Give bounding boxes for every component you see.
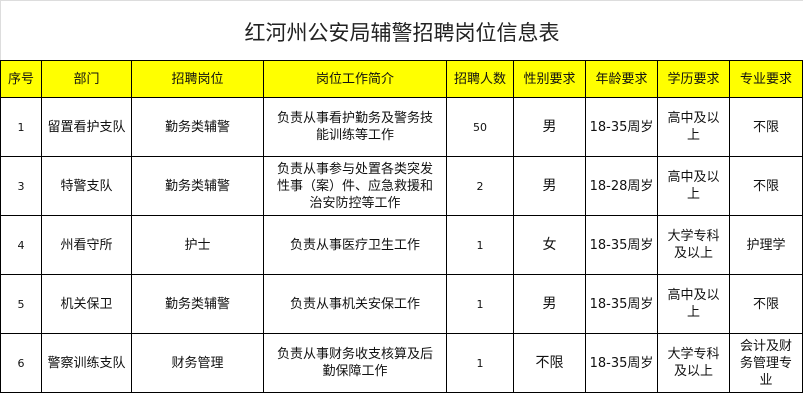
column-header-gender: 性别要求 [513,60,586,98]
cell-count: 1 [446,274,514,334]
cell-edu: 高中及以上 [657,97,730,157]
cell-count: 2 [446,156,514,216]
cell-post: 勤务类辅警 [131,156,264,216]
cell-dept: 机关保卫 [41,274,132,334]
column-header-post: 招聘岗位 [131,60,264,98]
cell-no: 3 [0,156,42,216]
cell-no: 5 [0,274,42,334]
cell-dept: 留置看护支队 [41,97,132,157]
cell-age: 18-35周岁 [585,333,658,393]
column-header-edu: 学历要求 [657,60,730,98]
cell-age: 18-35周岁 [585,97,658,157]
cell-desc: 负责从事财务收支核算及后勤保障工作 [263,333,447,393]
cell-desc: 负责从事参与处置各类突发性事（案）件、应急救援和治安防控等工作 [263,156,447,216]
column-header-desc: 岗位工作简介 [263,60,447,98]
cell-dept: 警察训练支队 [41,333,132,393]
column-header-count: 招聘人数 [446,60,514,98]
table-row: 3 特警支队 勤务类辅警 负责从事参与处置各类突发性事（案）件、应急救援和治安防控等工… [0,156,803,216]
cell-post: 护士 [131,215,264,275]
cell-age: 18-35周岁 [585,215,658,275]
cell-dept: 州看守所 [41,215,132,275]
column-header-age: 年龄要求 [585,60,658,98]
cell-count: 1 [446,215,514,275]
cell-major: 会计及财务管理专业 [729,333,803,393]
cell-gender: 男 [513,97,586,157]
cell-major: 不限 [729,274,803,334]
column-header-dept: 部门 [41,60,132,98]
cell-gender: 男 [513,156,586,216]
cell-edu: 高中及以上 [657,156,730,216]
cell-edu: 高中及以上 [657,274,730,334]
cell-gender: 女 [513,215,586,275]
page-title: 红河州公安局辅警招聘岗位信息表 [0,0,803,60]
cell-no: 4 [0,215,42,275]
cell-age: 18-28周岁 [585,156,658,216]
cell-count: 50 [446,97,514,157]
column-header-major: 专业要求 [729,60,803,98]
column-header-no: 序号 [0,60,42,98]
cell-no: 6 [0,333,42,393]
cell-desc: 负责从事医疗卫生工作 [263,215,447,275]
cell-major: 不限 [729,97,803,157]
recruitment-table: 序号 部门 招聘岗位 岗位工作简介 招聘人数 性别要求 年龄要求 学历要求 专业… [0,60,803,393]
cell-gender: 男 [513,274,586,334]
cell-count: 1 [446,333,514,393]
cell-major: 不限 [729,156,803,216]
cell-post: 财务管理 [131,333,264,393]
table-row: 5 机关保卫 勤务类辅警 负责从事机关安保工作 1 男 18-35周岁 高中及以上 不限 [0,274,803,334]
table-row: 1 留置看护支队 勤务类辅警 负责从事看护勤务及警务技能训练等工作 50 男 18-35周岁… [0,97,803,157]
cell-major: 护理学 [729,215,803,275]
cell-dept: 特警支队 [41,156,132,216]
table-row: 4 州看守所 护士 负责从事医疗卫生工作 1 女 18-35周岁 大学专科及以上 护理学 [0,215,803,275]
cell-gender: 不限 [513,333,586,393]
table-row: 6 警察训练支队 财务管理 负责从事财务收支核算及后勤保障工作 1 不限 18-35周岁 大学… [0,333,803,393]
cell-desc: 负责从事看护勤务及警务技能训练等工作 [263,97,447,157]
cell-edu: 大学专科及以上 [657,333,730,393]
cell-desc: 负责从事机关安保工作 [263,274,447,334]
cell-post: 勤务类辅警 [131,274,264,334]
cell-edu: 大学专科及以上 [657,215,730,275]
cell-age: 18-35周岁 [585,274,658,334]
cell-post: 勤务类辅警 [131,97,264,157]
cell-no: 1 [0,97,42,157]
header-row: 序号 部门 招聘岗位 岗位工作简介 招聘人数 性别要求 年龄要求 学历要求 专业… [0,60,803,98]
